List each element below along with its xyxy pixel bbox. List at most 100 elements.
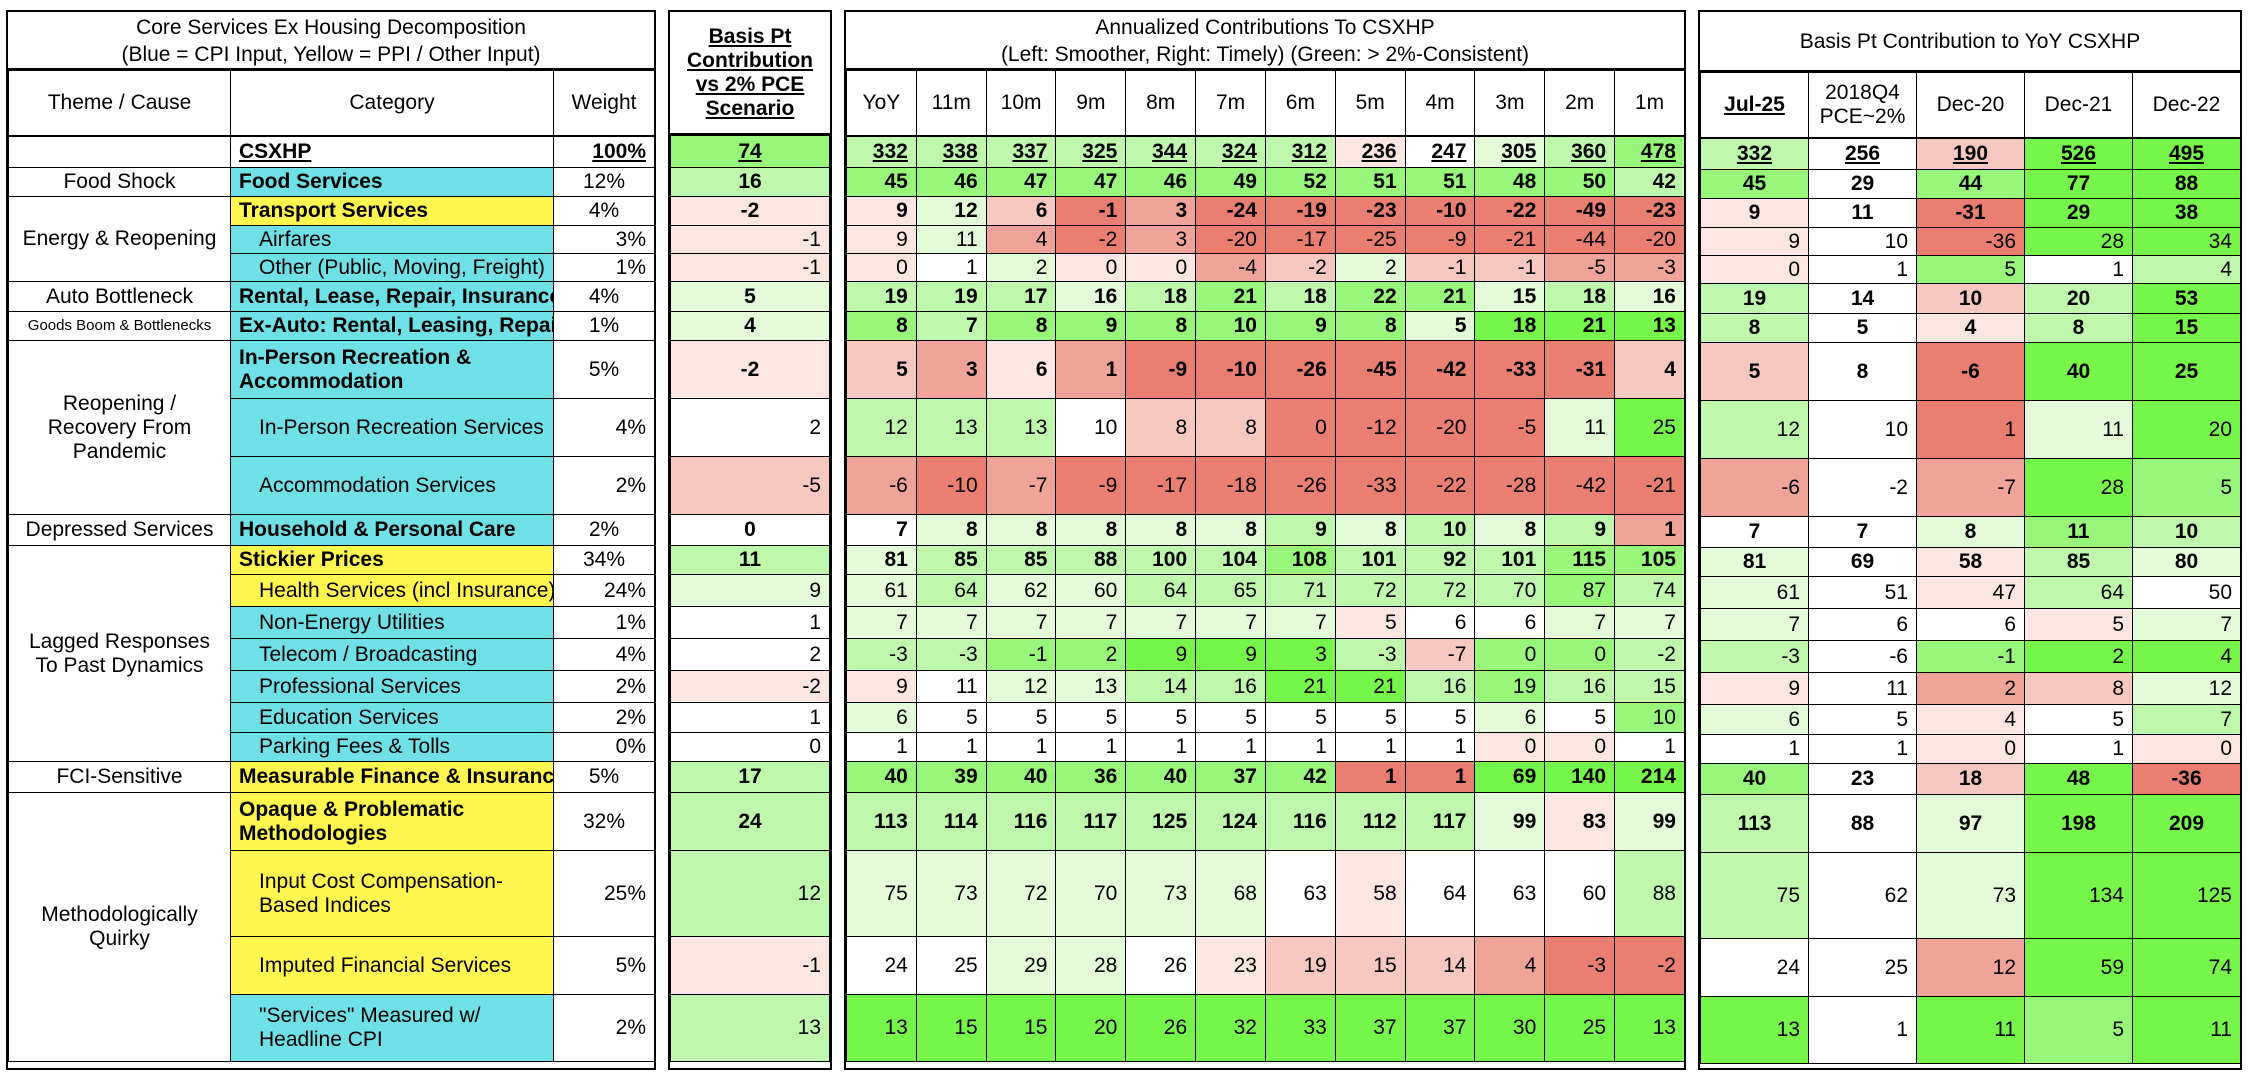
annualized-cell: -1: [985, 638, 1057, 671]
yoy-cell: 74: [2132, 938, 2240, 997]
annualized-cell: 12: [846, 398, 917, 457]
category-cell: Household & Personal Care: [230, 514, 554, 546]
bp-cell: -1: [670, 253, 830, 282]
weight-cell: 1%: [553, 311, 654, 341]
yoy-cell: 8: [2024, 313, 2133, 343]
theme-goods: Goods Boom & Bottlenecks: [8, 311, 231, 341]
yoy-cell: 256: [1808, 137, 1917, 170]
annualized-cell: -3: [1334, 638, 1406, 671]
yoy-cell: 15: [2132, 313, 2240, 343]
category-cell: Measurable Finance & Insurance: [230, 761, 554, 793]
weight-cell: 2%: [553, 994, 654, 1062]
yoy-cell: 11: [1916, 996, 2025, 1064]
annualized-cell: 52: [1264, 167, 1336, 197]
yoy-cell: 45: [1700, 169, 1809, 199]
category-cell: Opaque & Problematic Methodologies: [230, 792, 554, 851]
yoy-cell: 332: [1700, 137, 1809, 170]
annualized-cell: 29: [985, 936, 1057, 995]
annualized-cell: 332: [846, 135, 917, 168]
annualized-cell: -33: [1474, 340, 1546, 399]
annualized-cell: 20: [1055, 994, 1127, 1062]
annualized-cell: 30: [1474, 994, 1546, 1062]
annualized-cell: 33: [1264, 994, 1336, 1062]
category-cell: In-Person Recreation Services: [230, 398, 554, 457]
theme-fci: FCI-Sensitive: [8, 761, 231, 793]
annualized-cell: 69: [1474, 761, 1546, 793]
annualized-cell: 21: [1544, 311, 1616, 341]
col-header: Dec-21: [2024, 72, 2133, 139]
annualized-cell: 99: [1614, 792, 1684, 851]
yoy-cell: 1: [1808, 255, 1917, 284]
annualized-cell: 101: [1334, 545, 1406, 575]
bp-cell: 17: [670, 761, 830, 793]
annualized-cell: 4: [1474, 936, 1546, 995]
annualized-cell: 26: [1125, 936, 1197, 995]
annualized-cell: 7: [1264, 606, 1336, 639]
annualized-cell: 104: [1195, 545, 1266, 575]
bp-cell: 2: [670, 398, 830, 457]
annualized-cell: 18: [1544, 281, 1616, 312]
annualized-cell: -23: [1614, 196, 1684, 226]
annualized-cell: 37: [1195, 761, 1266, 793]
annualized-cell: -21: [1614, 456, 1684, 515]
annualized-cell: 5: [1334, 702, 1406, 733]
yoy-cell: 1: [1700, 734, 1809, 764]
annualized-cell: 3: [1264, 638, 1336, 671]
yoy-cell: 10: [2132, 516, 2240, 548]
annualized-cell: 140: [1544, 761, 1616, 793]
yoy-cell: 5: [2024, 608, 2133, 641]
theme-auto: Auto Bottleneck: [8, 281, 231, 312]
yoy-cell: 11: [1808, 672, 1917, 705]
category-cell: Health Services (incl Insurance): [230, 574, 554, 607]
annualized-cell: 5: [1404, 311, 1476, 341]
col-header: 11m: [915, 70, 987, 137]
annualized-cell: 9: [846, 225, 917, 254]
annualized-cell: 13: [846, 994, 917, 1062]
yoy-cell: 8: [1916, 516, 2025, 548]
yoy-cell: 6: [1916, 608, 2025, 641]
bp-cell: 4: [670, 311, 830, 341]
bp-cell: 5: [670, 281, 830, 312]
yoy-cell: 20: [2132, 400, 2240, 459]
annualized-cell: 49: [1195, 167, 1266, 197]
annualized-cell: -5: [1544, 253, 1616, 282]
category-cell: Stickier Prices: [230, 545, 554, 575]
annualized-cell: 16: [1195, 670, 1266, 703]
annualized-cell: 4: [985, 225, 1057, 254]
annualized-cell: 85: [915, 545, 987, 575]
annualized-cell: 101: [1474, 545, 1546, 575]
annualized-cell: 3: [915, 340, 987, 399]
annualized-cell: 10: [1404, 514, 1476, 546]
annualized-cell: -21: [1474, 225, 1546, 254]
annualized-cell: 63: [1264, 850, 1336, 937]
annualized-cell: -28: [1474, 456, 1546, 515]
category-cell: Input Cost Compensation-Based Indices: [230, 850, 554, 937]
category-cell: Imputed Financial Services: [230, 936, 554, 995]
annualized-cell: -33: [1334, 456, 1406, 515]
annualized-cell: 5: [1195, 702, 1266, 733]
annualized-cell: 1: [915, 732, 987, 762]
theme-depressed: Depressed Services: [8, 514, 231, 546]
weight-cell: 24%: [553, 574, 654, 607]
annualized-cell: 58: [1334, 850, 1406, 937]
yoy-cell: 4: [1916, 704, 2025, 735]
annualized-cell: 1: [1125, 732, 1197, 762]
category-cell: Accommodation Services: [230, 456, 554, 515]
yoy-cell: 51: [1808, 576, 1917, 609]
annualized-cell: 92: [1404, 545, 1476, 575]
bp-cell: -5: [670, 456, 830, 515]
annualized-cell: 15: [1474, 281, 1546, 312]
annualized-cell: 83: [1544, 792, 1616, 851]
annualized-cell: 8: [1195, 398, 1266, 457]
annualized-cell: 11: [915, 225, 987, 254]
annualized-cell: -3: [915, 638, 987, 671]
annualized-cell: 23: [1195, 936, 1266, 995]
annualized-cell: -2: [1614, 936, 1684, 995]
annualized-cell: 0: [1544, 732, 1616, 762]
annualized-cell: -26: [1264, 456, 1336, 515]
annualized-cell: 5: [1334, 606, 1406, 639]
bp-cell: -1: [670, 936, 830, 995]
yoy-cell: 7: [1808, 516, 1917, 548]
weight-cell: 32%: [553, 792, 654, 851]
yoy-cell: 6: [1808, 608, 1917, 641]
